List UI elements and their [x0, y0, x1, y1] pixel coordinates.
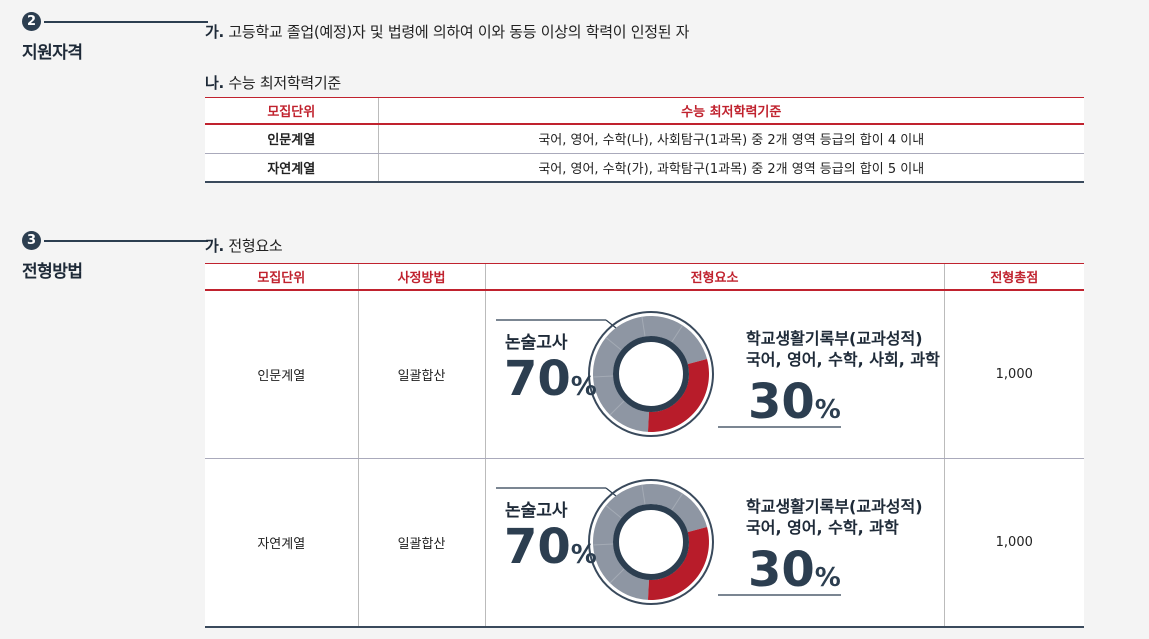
- table-cell: 일괄합산: [357, 458, 485, 628]
- section-number: 3: [22, 231, 41, 250]
- table-cell: 인문계열: [205, 124, 378, 154]
- table-cell: 1,000: [943, 290, 1084, 459]
- donut-divider: [592, 543, 613, 546]
- qualification-item-b: 나. 수능 최저학력기준: [205, 72, 341, 93]
- right-label-line2: 국어, 영어, 수학, 과학: [746, 518, 899, 537]
- left-label: 논술고사: [505, 501, 568, 521]
- left-value-number: 70: [504, 351, 571, 407]
- table-cell: 일괄합산: [357, 290, 485, 459]
- item-text: 고등학교 졸업(예정)자 및 법령에 의하여 이와 동등 이상의 학력이 인정된…: [228, 23, 690, 41]
- donut-hole: [612, 336, 689, 412]
- donut-divider: [670, 325, 683, 343]
- donut-outer-ring: [587, 311, 714, 437]
- selection-table: 모집단위 사정방법 전형요소 전형총점 인문계열 일괄합산 논술고사 70% 학…: [205, 263, 1084, 628]
- right-value: 30%: [748, 374, 841, 430]
- donut-divider: [640, 316, 646, 337]
- donut-divider: [640, 484, 646, 505]
- right-label-line1: 학교생활기록부(교과성적): [746, 329, 923, 348]
- weight-donut-chart: 논술고사 70% 학교생활기록부(교과성적) 국어, 영어, 수학, 사회, 과…: [495, 311, 940, 437]
- table-cell: 자연계열: [205, 458, 358, 628]
- table-header: 전형요소: [484, 263, 944, 291]
- donut-hole: [612, 504, 689, 580]
- donut-divider: [605, 505, 622, 519]
- factor-cell: 논술고사 70% 학교생활기록부(교과성적) 국어, 영어, 수학, 과학 30…: [484, 458, 944, 628]
- right-value: 30%: [748, 542, 841, 598]
- item-label: 가.: [205, 23, 224, 41]
- donut-divider: [609, 400, 624, 416]
- left-value-percent: %: [570, 540, 596, 570]
- item-label: 나.: [205, 74, 224, 92]
- item-label: 가.: [205, 237, 224, 255]
- left-value: 70%: [504, 519, 597, 575]
- right-label-line2: 국어, 영어, 수학, 사회, 과학: [746, 350, 940, 369]
- right-value-percent: %: [814, 563, 840, 593]
- donut-slice-record: [647, 358, 709, 432]
- donut-divider: [670, 493, 683, 511]
- section-title: 지원자격: [22, 43, 83, 63]
- table-header: 사정방법: [357, 263, 485, 291]
- table-header: 수능 최저학력기준: [377, 97, 1084, 125]
- weight-donut-chart: 논술고사 70% 학교생활기록부(교과성적) 국어, 영어, 수학, 과학 30…: [495, 479, 923, 605]
- donut-divider: [605, 337, 622, 351]
- table-cell: 인문계열: [205, 290, 358, 459]
- item-text: 수능 최저학력기준: [228, 74, 341, 92]
- donut-divider: [592, 375, 613, 378]
- section-divider: [44, 240, 208, 242]
- section-number: 2: [22, 12, 41, 31]
- right-value-number: 30: [748, 374, 815, 430]
- table-cell: 국어, 영어, 수학(나), 사회탐구(1과목) 중 2개 영역 등급의 합이 …: [377, 124, 1084, 154]
- qualification-item-a: 가. 고등학교 졸업(예정)자 및 법령에 의하여 이와 동등 이상의 학력이 …: [205, 21, 689, 42]
- table-cell: 1,000: [943, 458, 1084, 628]
- selection-item-a: 가. 전형요소: [205, 235, 283, 256]
- section-title: 전형방법: [22, 262, 83, 282]
- donut-outer-ring: [587, 479, 714, 605]
- donut-slice-record: [647, 526, 709, 600]
- right-label-line1: 학교생활기록부(교과성적): [746, 497, 923, 516]
- right-value-percent: %: [814, 395, 840, 425]
- left-value-percent: %: [570, 372, 596, 402]
- table-row: 인문계열 일괄합산 논술고사 70% 학교생활기록부(교과성적) 국어, 영어,…: [205, 290, 1084, 459]
- item-text: 전형요소: [228, 237, 283, 255]
- min-score-table: 모집단위 수능 최저학력기준 인문계열 국어, 영어, 수학(나), 사회탐구(…: [205, 97, 1084, 183]
- table-row: 자연계열 일괄합산 논술고사 70% 학교생활기록부(교과성적) 국어, 영어,…: [205, 458, 1084, 628]
- left-value-number: 70: [504, 519, 571, 575]
- donut-divider: [609, 568, 624, 584]
- factor-cell: 논술고사 70% 학교생활기록부(교과성적) 국어, 영어, 수학, 사회, 과…: [484, 290, 944, 459]
- left-value: 70%: [504, 351, 597, 407]
- table-header: 전형총점: [943, 263, 1084, 291]
- table-cell: 국어, 영어, 수학(가), 과학탐구(1과목) 중 2개 영역 등급의 합이 …: [377, 153, 1084, 183]
- table-header: 모집단위: [205, 263, 358, 291]
- right-value-number: 30: [748, 542, 815, 598]
- table-cell: 자연계열: [205, 153, 378, 183]
- left-label: 논술고사: [505, 333, 568, 353]
- table-header: 모집단위: [205, 97, 378, 125]
- section-divider: [44, 21, 208, 23]
